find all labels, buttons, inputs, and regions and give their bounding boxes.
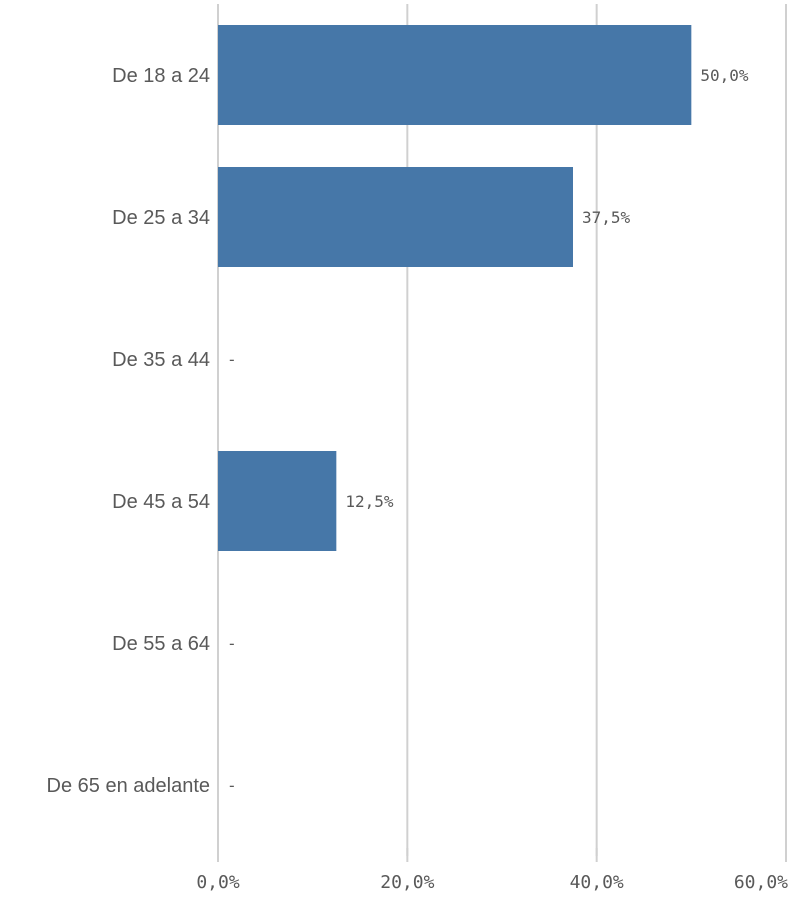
data-label: - (227, 350, 237, 369)
data-label: - (227, 776, 237, 795)
data-label: 50,0% (700, 66, 749, 85)
bar (218, 451, 337, 551)
x-tick-label: 40,0% (570, 872, 624, 893)
category-label: De 35 a 44 (112, 349, 210, 371)
bar (218, 167, 573, 267)
data-label: 12,5% (345, 492, 394, 511)
gridlines (217, 4, 787, 862)
labels: 0,0% 20,0% 40,0% 60,0% De 18 a 24 50,0% De 25 … (47, 65, 789, 893)
category-label: De 65 en adelante (47, 775, 210, 797)
data-label: 37,5% (582, 208, 631, 227)
x-tick-label: 20,0% (380, 872, 434, 893)
data-label: - (227, 634, 237, 653)
category-label: De 25 a 34 (112, 207, 210, 229)
x-tick-label: 60,0% (734, 872, 788, 893)
bars (218, 25, 692, 551)
category-label: De 18 a 24 (112, 65, 210, 87)
category-label: De 45 a 54 (112, 491, 210, 513)
x-tick-label: 0,0% (196, 872, 240, 893)
category-label: De 55 a 64 (112, 633, 210, 655)
bar (218, 25, 692, 125)
